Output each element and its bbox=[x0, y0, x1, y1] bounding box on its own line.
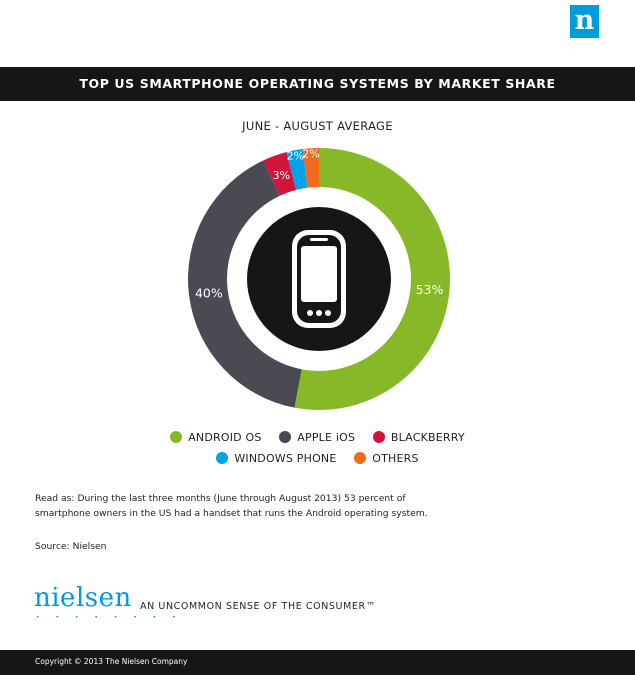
legend-swatch bbox=[354, 452, 367, 464]
legend-swatch bbox=[216, 452, 229, 464]
footer-bar: Copyright © 2013 The Nielsen Company bbox=[0, 650, 635, 675]
legend-row-1: ANDROID OS APPLE iOS BLACKBERRY bbox=[0, 431, 635, 444]
smartphone-icon bbox=[247, 207, 391, 351]
chart-subtitle: JUNE - AUGUST AVERAGE bbox=[242, 119, 393, 133]
legend-swatch bbox=[170, 431, 183, 443]
slice-blackberry-label: 3% bbox=[273, 169, 290, 182]
slice-blackberry bbox=[263, 152, 297, 196]
legend-label: OTHERS bbox=[372, 452, 419, 465]
legend-item-blackberry: BLACKBERRY bbox=[372, 431, 465, 444]
legend-label: APPLE iOS bbox=[297, 431, 356, 444]
slice-windows-label: 2% bbox=[287, 150, 304, 163]
slice-android bbox=[294, 148, 450, 410]
nielsen-wordmark: nielsen bbox=[34, 583, 132, 613]
legend-swatch bbox=[279, 431, 292, 443]
copyright-text: Copyright © 2013 The Nielsen Company bbox=[35, 657, 188, 666]
nielsen-logo-icon: n bbox=[570, 5, 599, 38]
legend-row-2: WINDOWS PHONE OTHERS bbox=[0, 452, 635, 465]
donut-chart: 53% 40% 3% 2%2% bbox=[187, 148, 450, 410]
brand-tagline: AN UNCOMMON SENSE OF THE CONSUMER™ bbox=[140, 601, 376, 612]
read-as-note: Read as: During the last three months (J… bbox=[35, 493, 428, 519]
legend-item-others: OTHERS bbox=[354, 452, 418, 465]
slice-android-label: 53% bbox=[416, 282, 444, 297]
slice-apple-label: 40% bbox=[195, 285, 223, 300]
legend-item-android: ANDROID OS bbox=[170, 431, 261, 444]
slice-others-label: 2% bbox=[302, 148, 319, 161]
slice-windows bbox=[286, 149, 308, 190]
legend-swatch bbox=[372, 431, 385, 443]
legend-label: BLACKBERRY bbox=[390, 431, 465, 444]
slice-others bbox=[302, 148, 319, 188]
chart-title: TOP US SMARTPHONE OPERATING SYSTEMS BY M… bbox=[0, 67, 635, 101]
source-note: Source: Nielsen bbox=[35, 541, 107, 552]
legend-item-windows: WINDOWS PHONE bbox=[216, 452, 336, 465]
legend-label: WINDOWS PHONE bbox=[234, 452, 337, 465]
legend-label: ANDROID OS bbox=[188, 431, 262, 444]
slice-apple bbox=[187, 160, 302, 408]
legend-item-apple: APPLE iOS bbox=[279, 431, 355, 444]
wordmark-dots: • • • • • • • • bbox=[36, 614, 183, 621]
